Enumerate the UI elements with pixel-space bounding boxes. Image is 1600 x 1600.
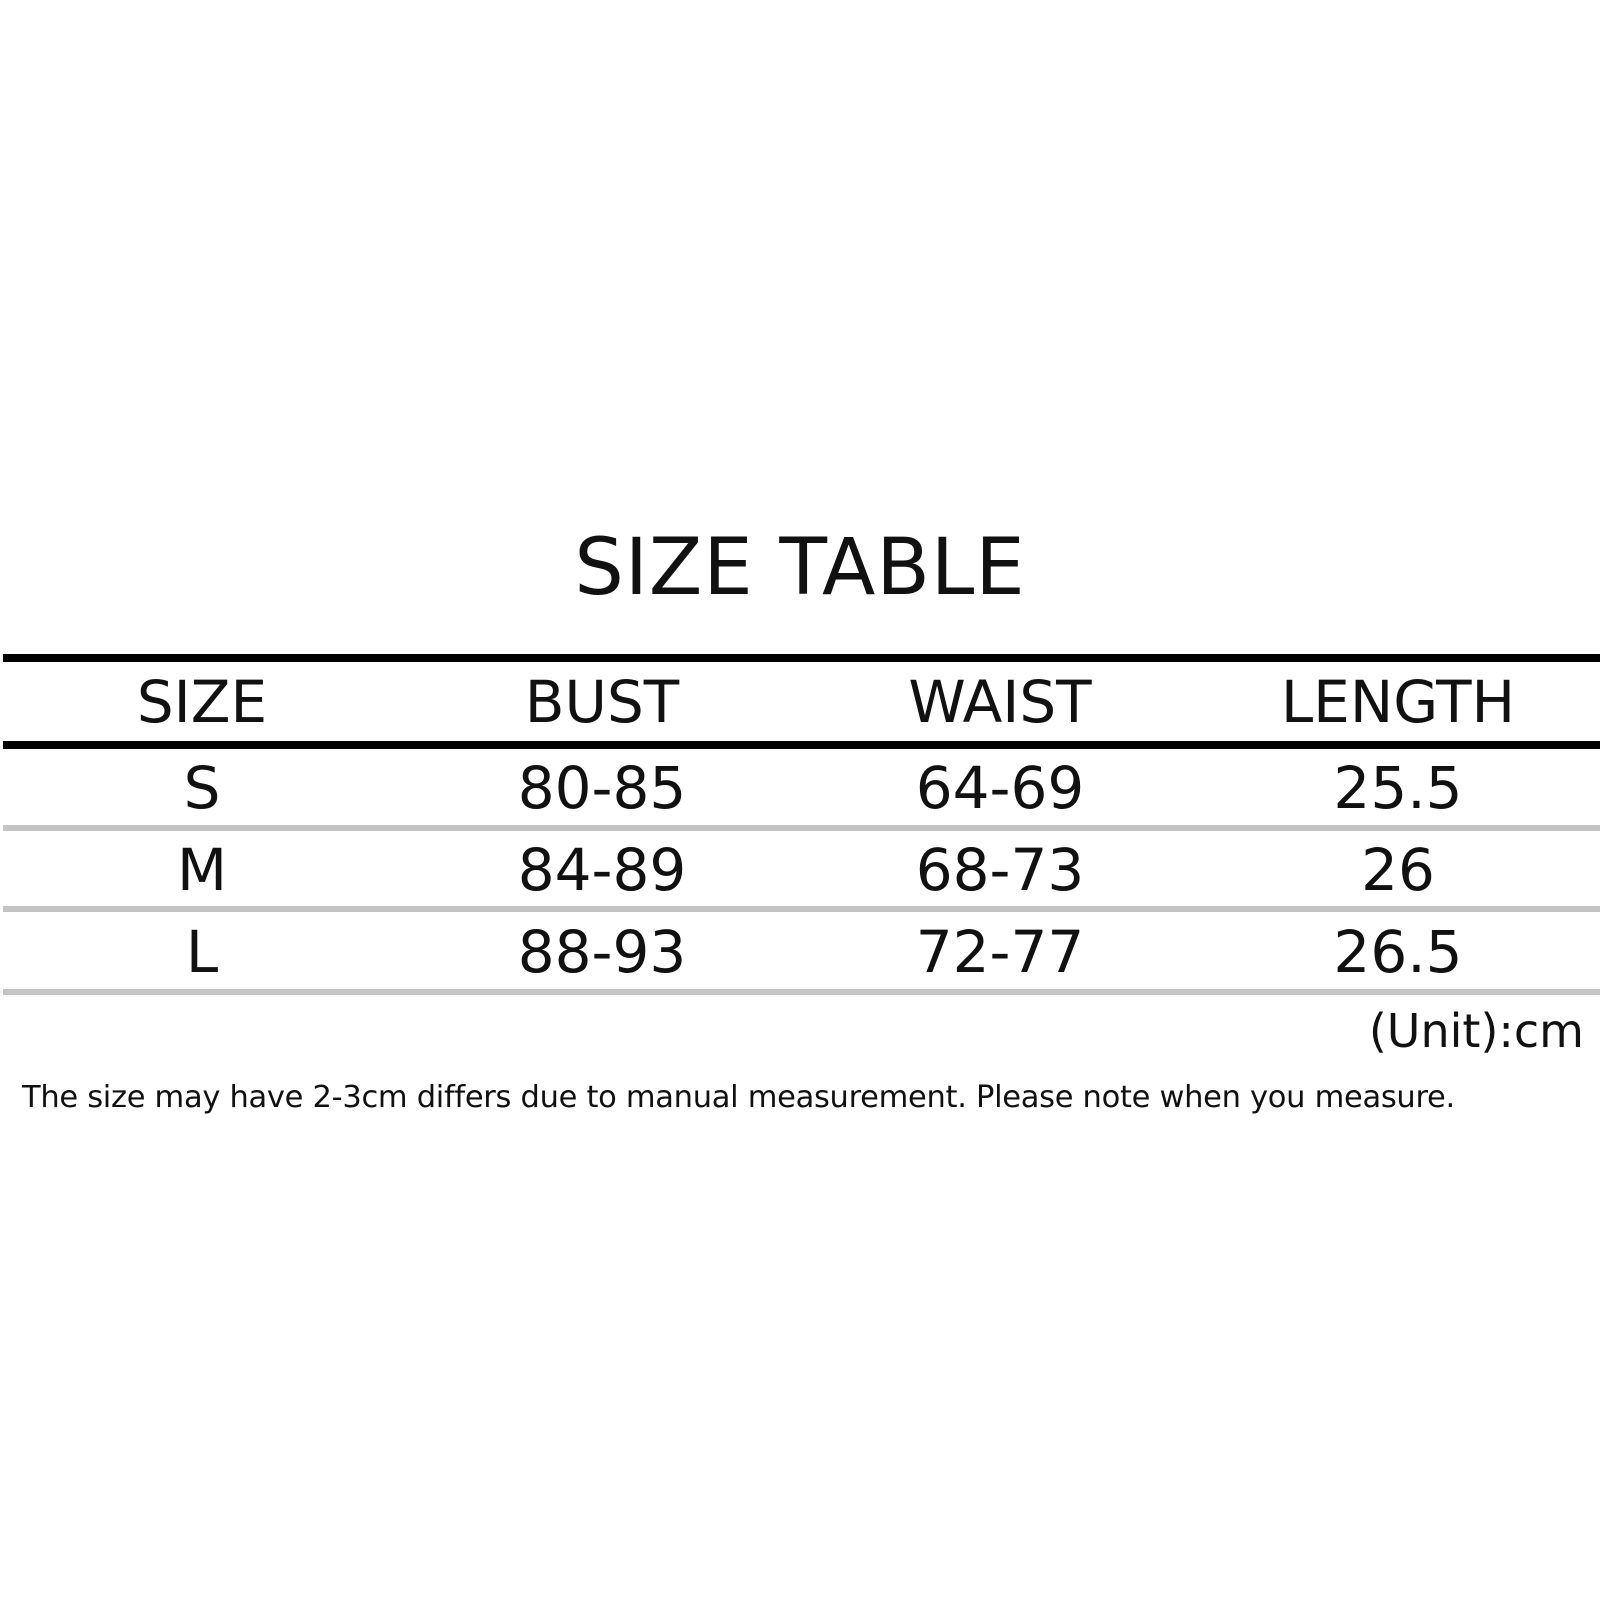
header-top-rule: [3, 654, 1600, 662]
table-title: SIZE TABLE: [574, 523, 1026, 613]
unit-label: (Unit):cm: [1368, 1004, 1584, 1058]
cell-length: 26.5: [1333, 918, 1463, 986]
cell-waist: 72-77: [915, 918, 1085, 986]
cell-size: S: [183, 754, 221, 822]
cell-length: 26: [1361, 836, 1435, 904]
header-size: SIZE: [136, 668, 268, 736]
cell-bust: 80-85: [517, 754, 687, 822]
cell-bust: 88-93: [517, 918, 687, 986]
cell-bust: 84-89: [517, 836, 687, 904]
header-bust: BUST: [524, 668, 680, 736]
header-bottom-rule: [3, 741, 1600, 749]
cell-waist: 64-69: [915, 754, 1085, 822]
header-waist: WAIST: [908, 668, 1092, 736]
row-divider: [3, 825, 1600, 831]
cell-size: M: [176, 836, 228, 904]
row-divider: [3, 989, 1600, 995]
header-length: LENGTH: [1280, 668, 1516, 736]
cell-waist: 68-73: [915, 836, 1085, 904]
cell-length: 25.5: [1333, 754, 1463, 822]
row-divider: [3, 906, 1600, 912]
measurement-note: The size may have 2-3cm differs due to m…: [22, 1080, 1455, 1115]
cell-size: L: [185, 918, 219, 986]
